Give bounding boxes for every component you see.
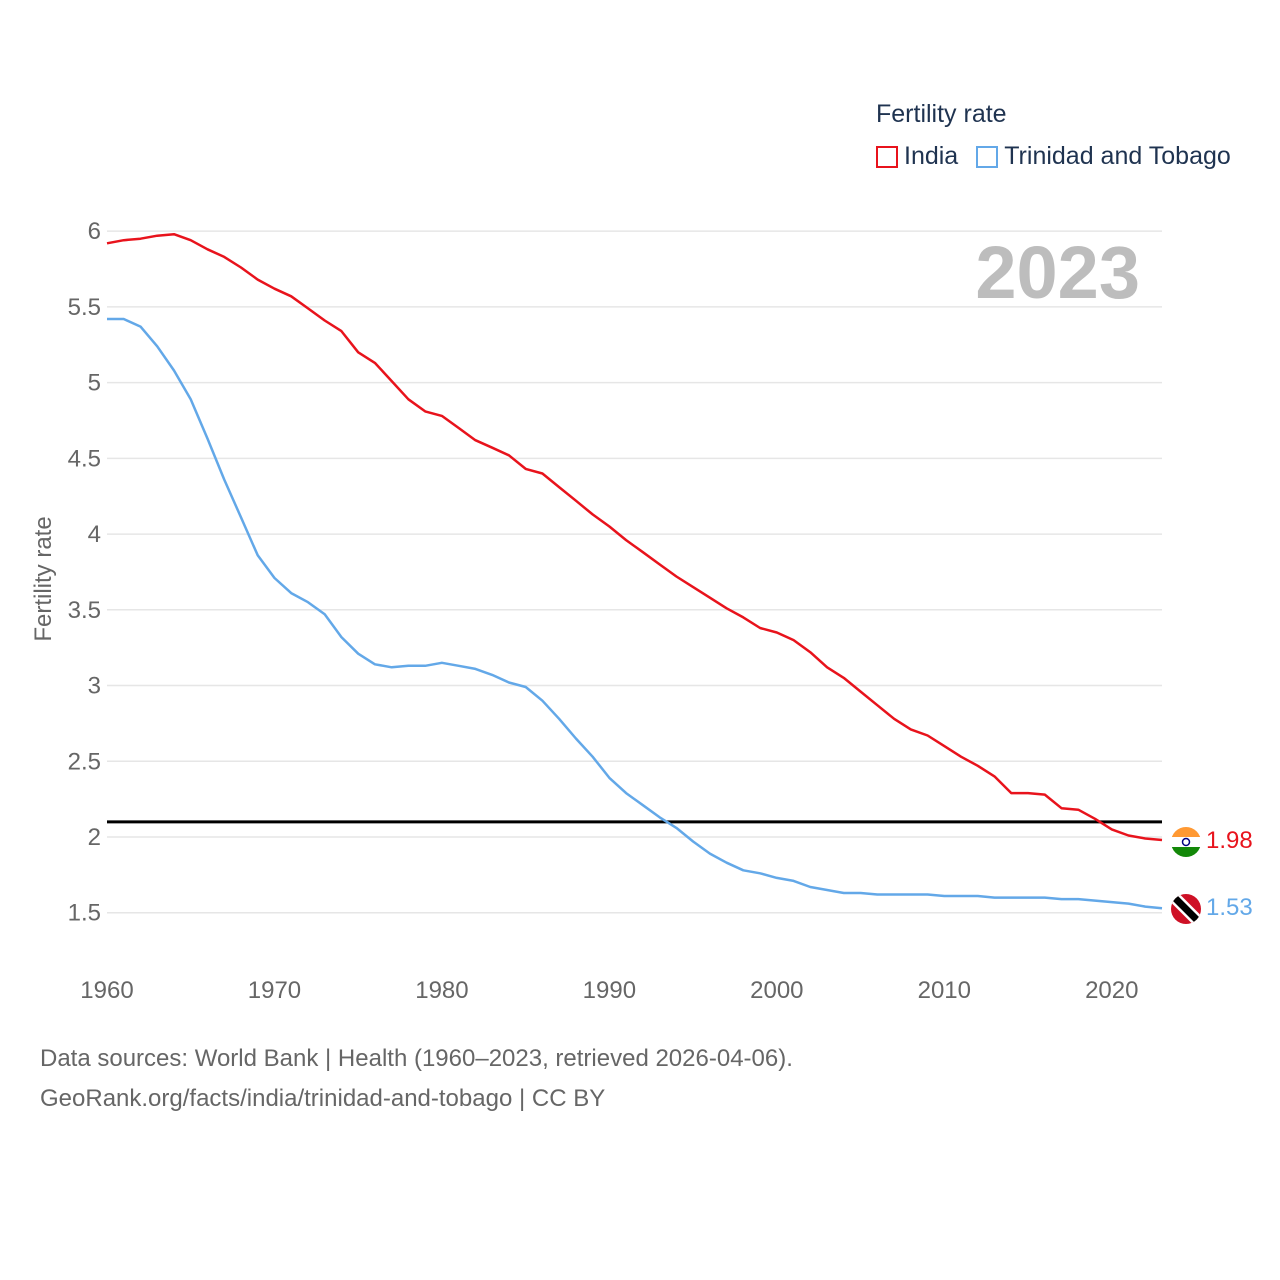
y-tick-label: 4: [88, 521, 101, 548]
y-tick-label: 5: [88, 370, 101, 397]
y-tick-label: 1.5: [68, 900, 101, 927]
x-tick-label: 1970: [248, 977, 301, 1004]
y-axis-label: Fertility rate: [30, 516, 57, 641]
year-label: 2023: [975, 231, 1140, 314]
x-tick-label: 1960: [80, 977, 133, 1004]
footer-sources: Data sources: World Bank | Health (1960–…: [40, 1045, 793, 1072]
y-tick-label: 3.5: [68, 597, 101, 624]
y-tick-label: 2: [88, 824, 101, 851]
series-line-india: [106, 232, 1163, 842]
series-line-trinidad-and-tobago: [107, 317, 1163, 910]
x-axis-ticks: 1960 1970 1980 1990 2000 2010 2020: [80, 977, 1138, 1004]
india-end-value: 1.98: [1206, 827, 1253, 854]
legend-label-trinidad-and-tobago: Trinidad and Tobago: [1004, 142, 1231, 170]
grid-lines: [107, 230, 1162, 914]
y-tick-label: 4.5: [68, 445, 101, 472]
legend-swatch-india: [876, 145, 898, 168]
series-lines: [106, 232, 1163, 910]
y-tick-label: 2.5: [68, 748, 101, 775]
footer-link[interactable]: GeoRank.org/facts/india/trinidad-and-tob…: [40, 1085, 606, 1112]
y-tick-label: 6: [88, 218, 101, 245]
y-axis-ticks: 1.5 2 2.5 3 3.5 4 4.5 5 5.5 6: [68, 218, 101, 927]
x-tick-label: 1990: [583, 977, 636, 1004]
legend: India Trinidad and Tobago: [876, 142, 1249, 171]
end-markers: [1171, 827, 1201, 924]
legend-label-india: India: [904, 142, 959, 170]
legend-title: Fertility rate: [876, 100, 1007, 128]
x-tick-label: 1980: [415, 977, 468, 1004]
y-tick-label: 5.5: [68, 294, 101, 321]
x-tick-label: 2020: [1085, 977, 1138, 1004]
india-flag-icon: [1171, 827, 1201, 857]
x-tick-label: 2010: [918, 977, 971, 1004]
legend-swatch-trinidad-and-tobago: [976, 145, 999, 168]
legend-item-trinidad-and-tobago[interactable]: Trinidad and Tobago: [976, 142, 1231, 171]
x-tick-label: 2000: [750, 977, 803, 1004]
trinidad-and-tobago-end-value: 1.53: [1206, 894, 1253, 921]
y-tick-label: 3: [88, 673, 101, 700]
legend-item-india[interactable]: India: [876, 142, 958, 171]
trinidad-and-tobago-flag-icon: [1171, 894, 1201, 924]
